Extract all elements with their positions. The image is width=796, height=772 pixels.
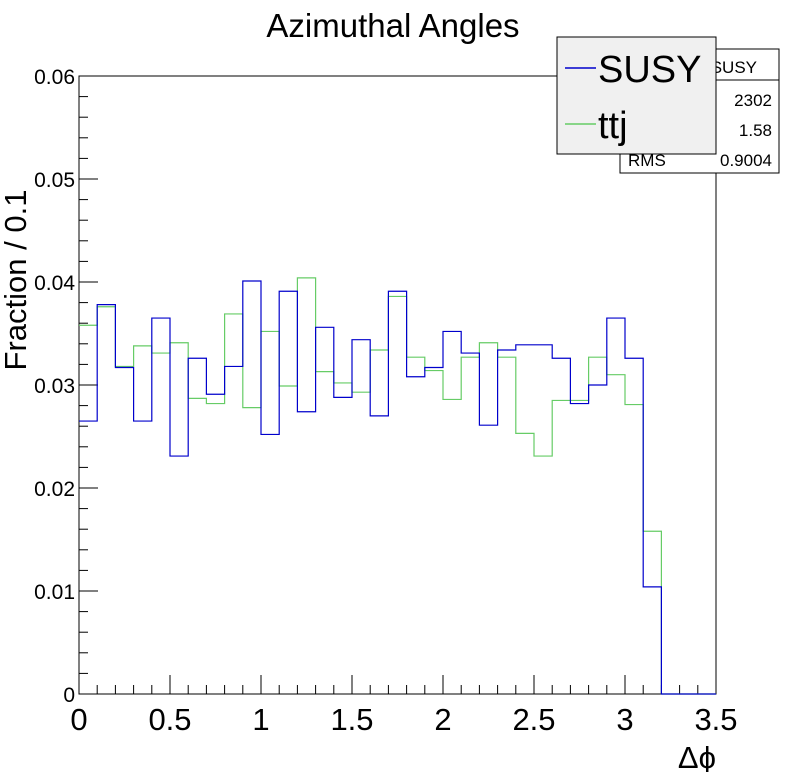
legend-label-susy: SUSY xyxy=(598,49,701,91)
series-susy-histogram xyxy=(79,280,716,695)
x-tick-label: 3 xyxy=(616,702,633,737)
x-tick-label: 0.5 xyxy=(148,702,191,737)
x-tick-label: 1 xyxy=(252,702,269,737)
series-ttj-histogram xyxy=(79,277,716,695)
legend-label-ttj: ttj xyxy=(598,105,628,147)
y-tick-labels: 0 0.01 0.02 0.03 0.04 0.05 0.06 xyxy=(34,66,75,707)
y-tick-label: 0.05 xyxy=(34,169,75,192)
y-tick-label: 0.02 xyxy=(34,478,75,501)
series-layer xyxy=(79,277,716,695)
axis-ticks xyxy=(78,75,717,695)
stats-rms-value: 0.9004 xyxy=(720,151,772,170)
stats-rms-label: RMS xyxy=(628,151,666,170)
x-tick-label: 0 xyxy=(70,702,87,737)
stats-entries-value: 2302 xyxy=(734,91,772,110)
y-tick-label: 0.03 xyxy=(34,375,75,398)
x-tick-label: 2 xyxy=(434,702,451,737)
y-tick-label: 0 xyxy=(63,684,75,707)
y-tick-label: 0.01 xyxy=(34,581,75,604)
x-tick-label: 1.5 xyxy=(330,702,373,737)
stats-mean-value: 1.58 xyxy=(739,121,772,140)
legend-frame xyxy=(556,36,717,155)
chart-title: Azimuthal Angles xyxy=(266,7,519,44)
y-tick-label: 0.04 xyxy=(34,272,75,295)
legend: SUSY ttj xyxy=(556,36,717,155)
x-tick-label: 3.5 xyxy=(694,702,737,737)
stats-box-title: SUSY xyxy=(711,58,757,77)
x-tick-label: 2.5 xyxy=(512,702,555,737)
x-tick-labels: 0 0.5 1 1.5 2 2.5 3 3.5 xyxy=(70,702,737,737)
y-axis-label: Fraction / 0.1 xyxy=(0,190,33,371)
x-axis-label: Δϕ xyxy=(678,740,716,772)
y-tick-label: 0.06 xyxy=(34,66,75,89)
